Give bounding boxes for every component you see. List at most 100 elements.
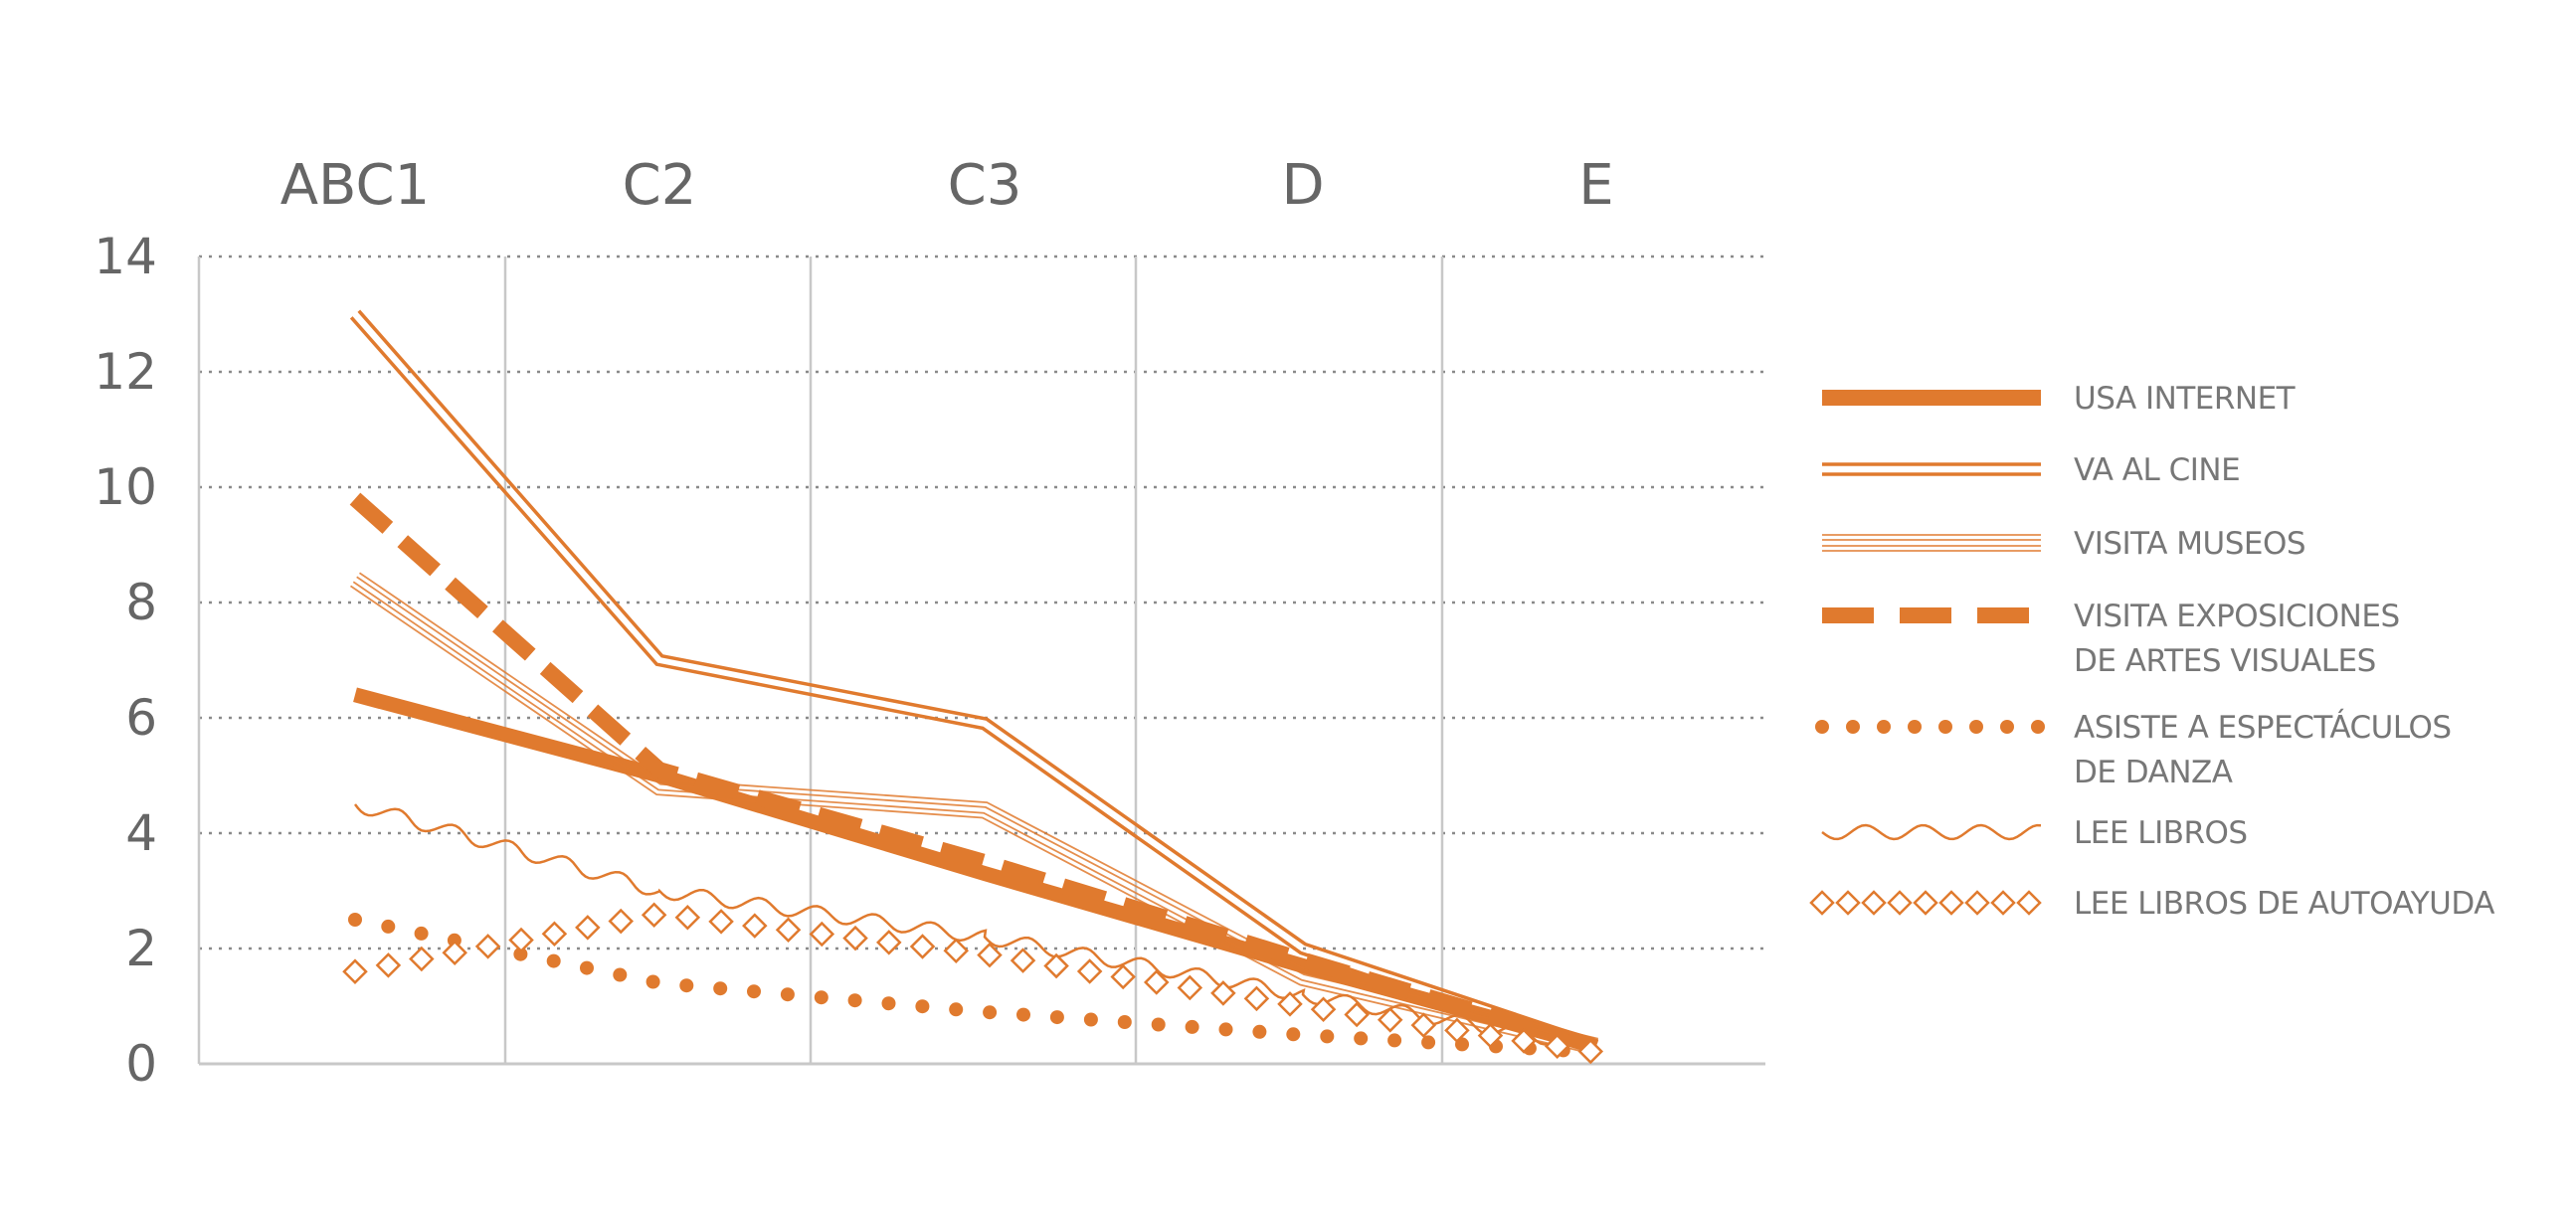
series-dot — [348, 913, 362, 927]
series-dot — [780, 987, 795, 1002]
marker-diamond — [575, 915, 601, 941]
series-line — [349, 585, 1595, 1056]
x-tick-label: C2 — [623, 153, 697, 218]
series-dot — [1049, 1010, 1064, 1025]
legend-swatch — [1815, 720, 2045, 734]
legend-item: ASISTE A ESPECTÁCULOS DE DANZA — [1815, 710, 2452, 790]
series-dot — [1421, 1035, 1436, 1050]
legend-label: LEE LIBROS — [2074, 815, 2248, 851]
marker-diamond — [1511, 1028, 1537, 1054]
series-dot — [713, 981, 728, 996]
y-tick-label: 12 — [93, 343, 157, 401]
marker-diamond — [1277, 991, 1303, 1017]
x-category-labels: ABC1 C2 C3 D E — [280, 153, 1614, 218]
series-line — [358, 572, 1599, 1040]
legend-swatch — [1822, 534, 2041, 552]
series-dot — [983, 1005, 998, 1020]
legend-item: VA AL CINE — [1822, 452, 2241, 488]
series-line — [356, 576, 1597, 1045]
series-dot — [2000, 720, 2014, 734]
marker-diamond — [909, 934, 936, 959]
legend-item: VISITA EXPOSICIONES DE ARTES VISUALES — [1822, 599, 2400, 679]
series-dot — [1083, 1012, 1098, 1027]
legend-item: LEE LIBROS DE AUTOAYUDA — [1809, 886, 2495, 922]
marker-diamond — [1143, 969, 1170, 995]
marker-diamond — [342, 958, 368, 984]
y-tick-label: 0 — [125, 1035, 157, 1093]
x-tick-label: ABC1 — [280, 153, 430, 218]
legend-swatch — [1822, 462, 2041, 476]
series-dot — [546, 953, 561, 968]
series-line — [352, 581, 1596, 1051]
marker-diamond — [1938, 890, 1964, 916]
series-dot — [747, 984, 761, 999]
series-dot — [1938, 720, 1952, 734]
marker-diamond — [1110, 963, 1136, 990]
marker-diamond — [1544, 1033, 1570, 1059]
series-dot — [1877, 720, 1891, 734]
marker-diamond — [608, 908, 635, 935]
x-tick-label: C3 — [948, 153, 1022, 218]
legend-swatch — [1821, 823, 2042, 841]
marker-diamond — [977, 942, 1003, 968]
marker-diamond — [541, 921, 568, 947]
series-dot — [1969, 720, 1983, 734]
marker-diamond — [708, 909, 734, 935]
marker-diamond — [1577, 1038, 1604, 1065]
marker-diamond — [1076, 958, 1103, 984]
y-tick-label: 4 — [125, 804, 157, 862]
marker-diamond — [641, 902, 667, 928]
series-dot — [881, 996, 896, 1011]
series-dot — [645, 974, 660, 989]
series-dot — [1387, 1033, 1402, 1048]
marker-diamond — [474, 934, 501, 959]
series-line — [349, 316, 1595, 1053]
marker-diamond — [1913, 890, 1938, 916]
series-diamonds — [342, 902, 1604, 1065]
x-tick-label: D — [1281, 153, 1324, 218]
marker-diamond — [1344, 1001, 1370, 1028]
y-tick-labels: 0 2 4 6 8 10 12 14 — [93, 228, 157, 1093]
series-line — [354, 803, 1596, 1054]
y-tick-label: 8 — [125, 574, 157, 631]
marker-diamond — [1377, 1007, 1403, 1033]
marker-diamond — [508, 927, 534, 953]
marker-diamond — [674, 904, 701, 931]
marker-diamond — [742, 913, 768, 939]
marker-diamond — [809, 921, 835, 948]
marker-diamond — [1043, 952, 1069, 979]
legend-item: USA INTERNET — [1822, 381, 2297, 417]
marker-diamond — [1887, 890, 1913, 916]
series-dot — [1354, 1031, 1369, 1046]
marker-diamond — [842, 925, 868, 951]
series-dot — [414, 926, 429, 941]
series-dot — [679, 978, 694, 993]
marker-diamond — [409, 946, 435, 972]
y-tick-label: 2 — [125, 920, 157, 977]
marker-diamond — [1010, 948, 1036, 973]
series-dot — [1908, 720, 1922, 734]
marker-diamond — [375, 952, 402, 978]
marker-diamond — [943, 938, 970, 963]
legend-swatch — [1809, 890, 2042, 916]
series-dot — [915, 999, 930, 1014]
series-dot — [1252, 1024, 1267, 1039]
series-dot — [1117, 1015, 1132, 1029]
marker-diamond — [1990, 890, 2016, 916]
series-wavy — [354, 803, 1596, 1054]
legend-label: VISITA EXPOSICIONES — [2074, 599, 2400, 634]
marker-diamond — [1809, 890, 1835, 916]
legend-label: LEE LIBROS DE AUTOAYUDA — [2074, 886, 2494, 922]
legend-label: USA INTERNET — [2074, 381, 2297, 417]
series-double-line — [349, 309, 1599, 1053]
series-dot — [949, 1002, 964, 1017]
series-dot — [1286, 1027, 1301, 1042]
series-dot — [814, 990, 828, 1005]
marker-diamond — [1177, 974, 1203, 1001]
legend-item: VISITA MUSEOS — [1822, 526, 2306, 562]
series-lines — [342, 309, 1604, 1065]
marker-diamond — [1210, 980, 1236, 1006]
marker-diamond — [1477, 1022, 1504, 1049]
series-triple-hairline — [349, 572, 1599, 1056]
legend-label: DE ARTES VISUALES — [2074, 643, 2376, 679]
